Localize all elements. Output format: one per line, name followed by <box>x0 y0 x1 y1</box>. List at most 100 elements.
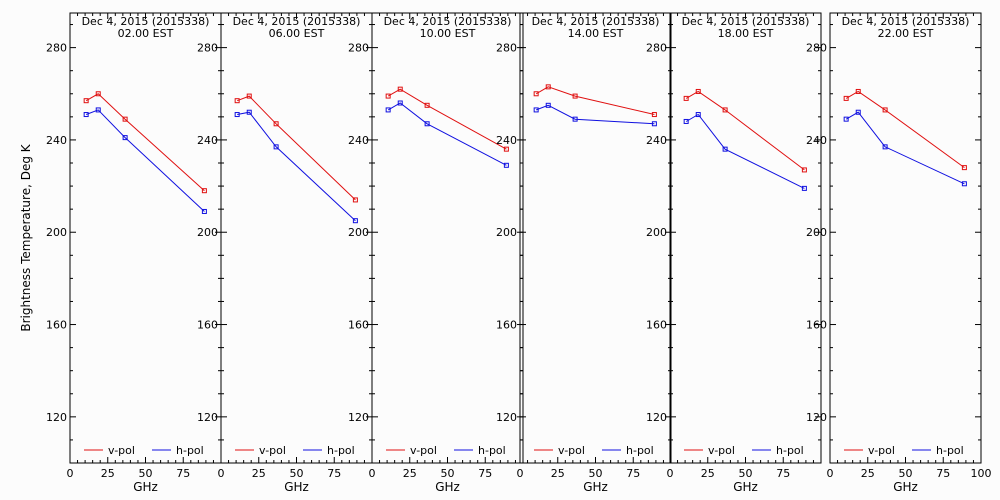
x-axis-label: GHz <box>733 480 758 494</box>
panel-title: Dec 4, 2015 (2015338) <box>532 15 660 28</box>
y-tick-label: 160 <box>46 319 67 332</box>
x-tick-label: 25 <box>551 467 565 480</box>
x-tick-label: 75 <box>176 467 190 480</box>
y-axis-label: Brightness Temperature, Deg K <box>19 143 33 331</box>
h-pol-point <box>572 116 578 122</box>
v-pol-line <box>85 93 205 192</box>
x-axis-label: GHz <box>435 480 460 494</box>
h-pol-point <box>385 107 391 113</box>
panel-6: Dec 4, 2015 (2015338)22.00 EST 120 160 200 2… <box>806 12 992 494</box>
panel-5: Dec 4, 2015 (2015338)18.00 EST 120 160 200 2… <box>646 12 822 494</box>
x-tick-label: 50 <box>899 467 913 480</box>
panel-time: 06.00 EST <box>269 27 325 40</box>
y-tick-label: 160 <box>348 319 369 332</box>
h-pol-line <box>237 111 356 222</box>
x-tick-label: 0 <box>667 467 674 480</box>
panel-title: Dec 4, 2015 (2015338) <box>82 15 210 28</box>
y-tick-label: 240 <box>348 134 369 147</box>
v-pol-point <box>683 95 689 101</box>
legend-h-pol-label: h-pol <box>936 444 964 457</box>
v-pol-point <box>385 93 391 99</box>
h-pol-point <box>503 162 509 168</box>
h-pol-point <box>683 118 689 124</box>
x-tick-label: 25 <box>701 467 715 480</box>
x-tick-label: 75 <box>327 467 341 480</box>
x-tick-label: 0 <box>369 467 376 480</box>
h-pol-point <box>855 109 861 115</box>
x-tick-label: 75 <box>776 467 790 480</box>
y-tick-label: 240 <box>496 134 517 147</box>
v-pol-point <box>843 95 849 101</box>
panels: Dec 4, 2015 (2015338)02.00 EST1201602002… <box>46 12 992 494</box>
v-pol-point <box>801 167 807 173</box>
y-tick-label: 160 <box>806 319 827 332</box>
h-pol-point <box>83 112 89 118</box>
v-pol-point <box>855 88 861 94</box>
legend-v-pol-label: v-pol <box>868 444 895 457</box>
x-tick-label: 50 <box>139 467 153 480</box>
y-tick-label: 120 <box>646 411 667 424</box>
h-pol-point <box>246 109 252 115</box>
x-tick-label: 75 <box>626 467 640 480</box>
v-pol-point <box>424 102 430 108</box>
legend-v-pol-label: v-pol <box>410 444 437 457</box>
v-pol-point <box>95 91 101 97</box>
x-tick-label: 25 <box>861 467 875 480</box>
v-pol-point <box>695 88 701 94</box>
h-pol-point <box>201 208 207 214</box>
v-pol-point <box>722 107 728 113</box>
x-tick-label: 50 <box>441 467 455 480</box>
legend-h-pol-label: h-pol <box>176 444 204 457</box>
panel-time: 14.00 EST <box>568 27 624 40</box>
y-tick-label: 240 <box>46 134 67 147</box>
y-tick-label: 280 <box>496 42 517 55</box>
v-pol-point <box>651 112 657 118</box>
v-pol-line <box>237 95 356 201</box>
x-tick-label: 50 <box>739 467 753 480</box>
x-tick-label: 50 <box>290 467 304 480</box>
h-pol-point <box>843 116 849 122</box>
y-tick-label: 280 <box>46 42 67 55</box>
h-pol-point <box>397 100 403 106</box>
y-tick-label: 200 <box>197 226 218 239</box>
v-pol-point <box>397 86 403 92</box>
h-pol-line <box>536 104 655 125</box>
h-pol-point <box>122 135 128 141</box>
x-tick-label: 25 <box>252 467 266 480</box>
x-axis-label: GHz <box>893 480 918 494</box>
legend-h-pol-label: h-pol <box>626 444 654 457</box>
h-pol-line <box>845 111 965 185</box>
y-tick-label: 120 <box>46 411 67 424</box>
h-pol-point <box>273 144 279 150</box>
v-pol-line <box>387 88 507 150</box>
v-pol-point <box>83 98 89 104</box>
panel-title: Dec 4, 2015 (2015338) <box>233 15 361 28</box>
panel-title: Dec 4, 2015 (2015338) <box>682 15 810 28</box>
panel-3: Dec 4, 2015 (2015338)10.00 EST 120 160 200 2… <box>348 12 524 494</box>
y-tick-label: 160 <box>496 319 517 332</box>
y-tick-label: 280 <box>806 42 827 55</box>
panel-time: 02.00 EST <box>118 27 174 40</box>
h-pol-point <box>722 146 728 152</box>
v-pol-point <box>961 165 967 171</box>
v-pol-point <box>572 93 578 99</box>
y-tick-label: 160 <box>197 319 218 332</box>
x-tick-label: 75 <box>478 467 492 480</box>
y-tick-label: 200 <box>646 226 667 239</box>
y-tick-label: 240 <box>806 134 827 147</box>
h-pol-line <box>86 109 205 212</box>
v-pol-point <box>234 98 240 104</box>
x-tick-label: 25 <box>403 467 417 480</box>
v-pol-point <box>533 91 539 97</box>
legend-h-pol-label: h-pol <box>776 444 804 457</box>
legend-h-pol-label: h-pol <box>327 444 355 457</box>
legend-v-pol-label: v-pol <box>558 444 585 457</box>
y-tick-label: 200 <box>496 226 517 239</box>
v-pol-point <box>273 121 279 127</box>
v-pol-line <box>685 90 805 171</box>
v-pol-point <box>503 146 509 152</box>
v-pol-point <box>352 197 358 203</box>
x-tick-label: 0 <box>218 467 225 480</box>
v-pol-line <box>845 90 965 169</box>
